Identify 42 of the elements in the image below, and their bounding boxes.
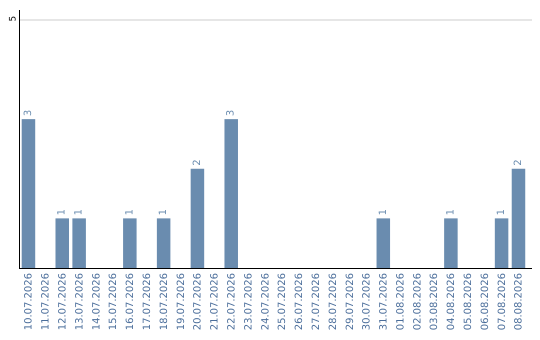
data-label: 1 [378,209,389,216]
x-tick-label: 06.08.2026 [480,273,491,330]
data-label: 3 [226,110,237,116]
x-tick-label: 18.07.2026 [158,273,170,330]
data-label: 1 [124,209,136,216]
data-label: 1 [158,209,170,216]
x-tick-label: 11.07.2026 [40,273,52,330]
x-tick-label: 22.07.2026 [226,273,238,330]
data-label: 2 [512,159,524,166]
data-label: 1 [496,209,508,216]
data-label: 3 [22,110,34,116]
x-tick-label: 20.07.2026 [192,273,204,330]
x-tick-label: 21.07.2026 [210,273,221,330]
x-tick-label: 12.07.2026 [57,273,68,330]
x-tick-label: 16.07.2026 [125,273,136,330]
x-tick-label: 30.07.2026 [362,273,373,330]
x-tick-label: 01.08.2026 [395,273,406,330]
x-tick-label: 26.07.2026 [294,273,306,330]
x-tick-label: 25.07.2026 [277,273,288,330]
data-label: 1 [74,209,85,216]
x-tick-label: 15.07.2026 [108,273,120,330]
y-tick-label: 5 [8,16,18,22]
x-tick-label: 10.07.2026 [24,273,35,330]
x-tick-label: 04.08.2026 [446,273,458,330]
data-label: 1 [56,209,68,216]
data-label: 2 [192,159,203,166]
x-tick-label: 29.07.2026 [344,273,356,330]
x-tick-label: 31.07.2026 [378,273,390,330]
x-tick-label: 27.07.2026 [310,273,322,330]
x-tick-label: 23.07.2026 [243,273,254,330]
x-tick-label: 13.07.2026 [74,273,86,330]
x-tick-label: 05.08.2026 [463,273,474,330]
x-tick-label: 19.07.2026 [176,273,187,330]
x-tick-label: 17.07.2026 [142,273,153,330]
data-label: 1 [445,209,456,216]
x-tick-label: 28.07.2026 [328,273,339,330]
x-tick-label: 24.07.2026 [260,273,272,330]
x-tick-label: 14.07.2026 [91,273,102,330]
x-tick-label: 03.08.2026 [429,273,440,330]
x-tick-label: 07.08.2026 [496,273,508,330]
x-tick-label: 02.08.2026 [412,273,424,330]
x-tick-label: 08.08.2026 [514,273,525,330]
